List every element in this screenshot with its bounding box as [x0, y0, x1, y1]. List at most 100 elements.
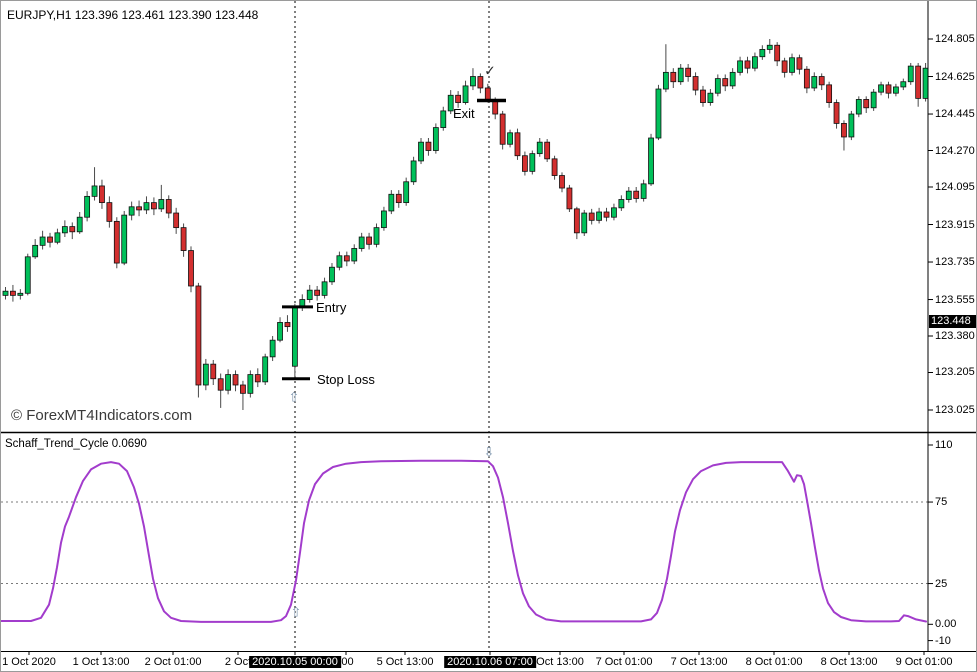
bear-candle[interactable]	[692, 76, 699, 91]
bull-candle[interactable]	[855, 99, 862, 115]
bull-candle[interactable]	[581, 212, 588, 234]
bull-candle[interactable]	[84, 195, 91, 218]
bull-candle[interactable]	[91, 185, 98, 197]
bull-candle[interactable]	[306, 289, 313, 300]
bear-candle[interactable]	[195, 285, 202, 386]
bear-candle[interactable]	[781, 60, 788, 73]
bull-candle[interactable]	[388, 193, 395, 212]
bear-candle[interactable]	[573, 208, 580, 234]
bull-candle[interactable]	[32, 244, 39, 258]
bear-candle[interactable]	[492, 100, 499, 115]
bull-candle[interactable]	[714, 78, 721, 94]
bear-candle[interactable]	[803, 68, 810, 89]
bull-candle[interactable]	[789, 57, 795, 73]
bear-candle[interactable]	[544, 141, 551, 160]
bull-candle[interactable]	[536, 141, 543, 155]
bear-candle[interactable]	[113, 220, 120, 264]
bear-candle[interactable]	[774, 44, 781, 62]
bear-candle[interactable]	[455, 94, 462, 103]
bull-candle[interactable]	[351, 248, 358, 262]
bear-candle[interactable]	[744, 60, 751, 69]
bull-candle[interactable]	[403, 181, 410, 204]
up-arrow-icon[interactable]: ⇧	[290, 604, 302, 620]
bear-candle[interactable]	[47, 236, 53, 243]
bull-candle[interactable]	[611, 207, 617, 218]
bear-candle[interactable]	[833, 102, 840, 124]
bull-candle[interactable]	[321, 281, 328, 296]
bull-candle[interactable]	[759, 49, 766, 58]
bull-candle[interactable]	[432, 127, 439, 151]
bear-candle[interactable]	[522, 155, 528, 172]
bull-candle[interactable]	[277, 322, 283, 341]
bear-candle[interactable]	[566, 187, 573, 210]
bull-candle[interactable]	[158, 199, 165, 210]
bear-candle[interactable]	[232, 374, 239, 386]
bull-candle[interactable]	[381, 210, 387, 229]
bull-candle[interactable]	[900, 81, 907, 88]
bear-candle[interactable]	[863, 99, 870, 109]
bear-candle[interactable]	[425, 141, 432, 151]
bear-candle[interactable]	[180, 227, 187, 251]
bear-candle[interactable]	[722, 78, 729, 87]
bear-candle[interactable]	[588, 212, 595, 221]
bull-candle[interactable]	[76, 216, 83, 233]
bull-candle[interactable]	[655, 88, 662, 139]
bull-candle[interactable]	[373, 227, 380, 245]
bear-candle[interactable]	[10, 290, 16, 296]
bull-candle[interactable]	[262, 356, 269, 383]
bull-candle[interactable]	[707, 92, 714, 103]
bull-candle[interactable]	[24, 256, 31, 294]
bear-candle[interactable]	[217, 378, 224, 391]
bull-candle[interactable]	[2, 290, 9, 296]
bull-candle[interactable]	[922, 67, 929, 99]
checkmark-icon[interactable]: ✓	[484, 62, 496, 79]
bear-candle[interactable]	[841, 123, 847, 138]
bear-candle[interactable]	[343, 255, 350, 262]
bear-candle[interactable]	[915, 65, 922, 99]
bull-candle[interactable]	[291, 306, 298, 367]
bear-candle[interactable]	[514, 132, 521, 157]
bull-candle[interactable]	[440, 110, 447, 128]
bear-candle[interactable]	[484, 87, 491, 101]
exit-label[interactable]: Exit	[453, 106, 475, 122]
bear-candle[interactable]	[477, 76, 484, 89]
bull-candle[interactable]	[870, 91, 877, 109]
bear-candle[interactable]	[551, 158, 558, 176]
bull-candle[interactable]	[143, 202, 150, 211]
bear-candle[interactable]	[796, 57, 803, 70]
bull-candle[interactable]	[662, 71, 669, 90]
bear-candle[interactable]	[826, 84, 833, 103]
bull-candle[interactable]	[128, 206, 135, 216]
bear-candle[interactable]	[284, 322, 291, 328]
bull-candle[interactable]	[247, 374, 254, 394]
bear-candle[interactable]	[559, 175, 565, 189]
stop-loss-label[interactable]: Stop Loss	[317, 371, 375, 387]
bear-candle[interactable]	[366, 236, 372, 245]
bull-candle[interactable]	[462, 85, 469, 103]
bear-candle[interactable]	[188, 250, 194, 287]
bear-candle[interactable]	[499, 113, 506, 145]
bull-candle[interactable]	[447, 94, 454, 112]
bull-candle[interactable]	[878, 84, 884, 93]
bear-candle[interactable]	[173, 212, 180, 229]
down-arrow-icon[interactable]: ⇩	[483, 444, 495, 460]
bull-candle[interactable]	[54, 232, 61, 243]
bull-candle[interactable]	[848, 113, 855, 138]
bear-candle[interactable]	[99, 185, 105, 204]
bull-candle[interactable]	[625, 190, 632, 200]
bull-candle[interactable]	[418, 141, 424, 162]
bear-candle[interactable]	[106, 202, 113, 222]
bull-candle[interactable]	[907, 65, 914, 83]
bull-candle[interactable]	[17, 292, 24, 296]
bear-candle[interactable]	[818, 76, 825, 86]
time-anchor-label[interactable]: 2020.10.06 07:00	[444, 656, 536, 668]
bull-candle[interactable]	[737, 60, 743, 73]
bear-candle[interactable]	[700, 89, 706, 103]
time-anchor-label[interactable]: 2020.10.05 00:00	[249, 656, 341, 668]
bull-candle[interactable]	[336, 255, 343, 268]
bear-candle[interactable]	[670, 71, 677, 83]
bear-candle[interactable]	[165, 199, 172, 214]
bear-candle[interactable]	[150, 202, 157, 210]
bull-candle[interactable]	[507, 132, 513, 145]
